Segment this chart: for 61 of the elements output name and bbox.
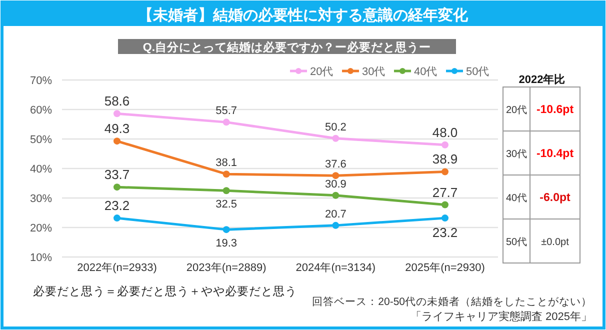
- data-label: 38.1: [216, 157, 238, 170]
- data-label: 32.5: [216, 198, 238, 211]
- point: [222, 187, 230, 194]
- y-tick-label: 10%: [30, 252, 52, 264]
- point: [332, 134, 340, 142]
- data-label: 27.7: [432, 184, 458, 200]
- point: [332, 222, 340, 229]
- data-label: 23.2: [432, 225, 458, 240]
- data-label: ±0.0pt: [541, 237, 570, 248]
- text: 「ライフキャリア実態調査 2025年」: [410, 310, 592, 323]
- y-tick-label: 20%: [30, 222, 52, 234]
- x-tick-label: 2023年(n=2889): [186, 262, 266, 274]
- point: [222, 170, 230, 178]
- legend-label: 40代: [414, 66, 438, 78]
- legend-label: 20代: [310, 66, 334, 78]
- data-label: 38.9: [432, 152, 458, 167]
- y-tick-label: 30代: [506, 149, 528, 160]
- y-tick-label: 60%: [30, 104, 52, 116]
- point: [332, 172, 340, 180]
- point: [114, 184, 120, 191]
- y-tick-label: 50%: [30, 134, 52, 146]
- data-label: 49.3: [104, 121, 130, 136]
- x-tick-label: 2022年比: [518, 73, 566, 86]
- x-tick-label: 2025年(n=2930): [405, 262, 485, 274]
- point: [442, 141, 448, 148]
- legend-label: 30代: [362, 66, 386, 78]
- point: [332, 192, 340, 199]
- data-label: 55.7: [216, 105, 238, 118]
- data-label: 50.2: [324, 121, 346, 134]
- y-tick-label: 20代: [506, 105, 528, 116]
- data-label: -10.4pt: [536, 148, 574, 160]
- data-label: 37.6: [324, 158, 346, 171]
- data-label: 30.9: [324, 178, 346, 190]
- point: [114, 214, 120, 222]
- y-tick-label: 40代: [506, 193, 528, 204]
- data-label: -10.6pt: [536, 104, 574, 116]
- point: [442, 201, 448, 208]
- chart-title: 【未婚者】結婚の必要性に対する意識の経年変化: [138, 6, 469, 24]
- data-label: 33.7: [104, 167, 130, 182]
- point: [222, 226, 230, 234]
- data-label: 48.0: [432, 124, 458, 140]
- point: [442, 214, 448, 222]
- x-tick-label: 2024年(n=3134): [296, 262, 376, 274]
- x-tick-label: 2022年(n=2933): [77, 262, 157, 274]
- chart-subtitle: Q.自分にとって結婚は必要ですか？ー必要だと思うー: [142, 40, 432, 54]
- data-label: -6.0pt: [540, 192, 571, 204]
- text: 必要だと思う＝必要だと思う＋やや必要だと思う: [33, 284, 297, 298]
- text: 回答ベース：20-50代の未婚者（結婚をしたことがない）: [312, 295, 592, 308]
- point: [222, 118, 230, 126]
- data-label: 23.2: [104, 198, 130, 214]
- data-label: 20.7: [324, 208, 346, 220]
- point: [114, 110, 120, 118]
- y-tick-label: 40%: [30, 164, 52, 176]
- y-tick-label: 70%: [30, 75, 52, 87]
- legend-label: 50代: [466, 66, 490, 78]
- point: [442, 168, 448, 176]
- y-tick-label: 30%: [30, 193, 52, 205]
- y-tick-label: 50代: [506, 237, 528, 248]
- data-label: 58.6: [104, 94, 130, 109]
- data-label: 19.3: [216, 238, 238, 250]
- point: [114, 138, 120, 145]
